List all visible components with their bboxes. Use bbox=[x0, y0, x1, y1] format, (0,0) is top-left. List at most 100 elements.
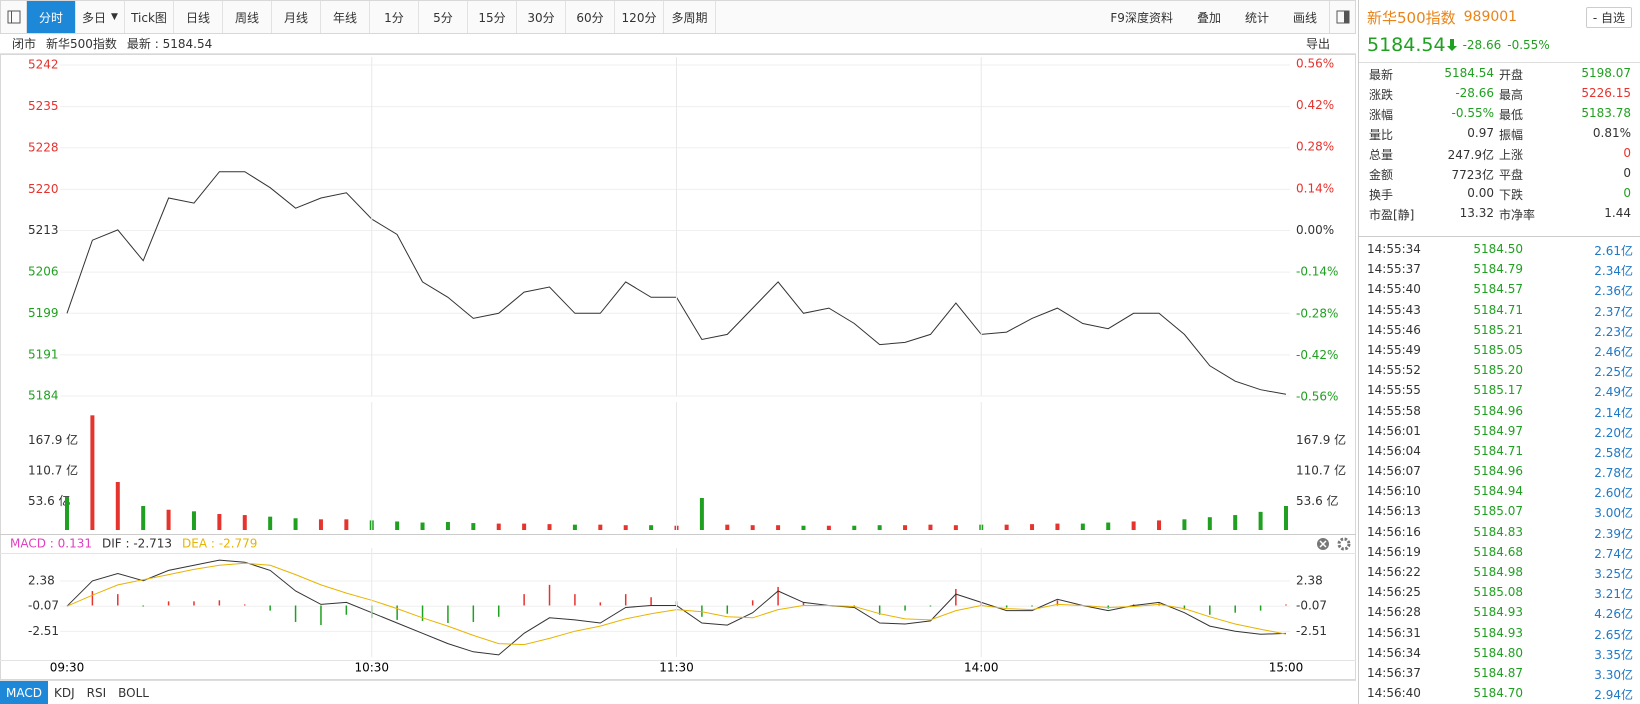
y2-tick-label: 110.7 亿 bbox=[1296, 462, 1346, 477]
volume-bar bbox=[115, 482, 120, 530]
trade-price: 5184.93 bbox=[1473, 605, 1523, 620]
trade-row: 14:55:52 5185.20 2.25亿 bbox=[1359, 360, 1640, 380]
volume-bar bbox=[318, 519, 323, 530]
quote-value: 5226.15 bbox=[1581, 86, 1631, 100]
trade-volume: 2.36亿 bbox=[1594, 284, 1633, 299]
watchlist-button[interactable]: - 自选 bbox=[1585, 6, 1632, 28]
quote-label: 换手 bbox=[1369, 188, 1394, 202]
period-tab[interactable]: 15分 bbox=[468, 1, 517, 33]
trade-volume: 2.65亿 bbox=[1594, 627, 1633, 642]
period-tab[interactable]: Tick图 bbox=[125, 1, 174, 33]
period-tab[interactable]: 分时 bbox=[27, 1, 76, 33]
quote-label: 下跌 bbox=[1499, 188, 1524, 202]
legend-entry: DEA : -2.779 bbox=[182, 537, 257, 551]
trade-time: 14:55:52 bbox=[1367, 363, 1421, 378]
tool-button[interactable]: 叠加 bbox=[1196, 10, 1221, 25]
trade-time: 14:56:13 bbox=[1367, 504, 1421, 519]
volume-bar bbox=[1131, 521, 1136, 530]
tool-button[interactable]: 画线 bbox=[1292, 10, 1317, 25]
indicator-tab[interactable]: RSI bbox=[86, 685, 107, 700]
legend-entry: DIF : -2.713 bbox=[102, 537, 172, 551]
volume-bar bbox=[852, 525, 857, 530]
quote-value: 247.9亿 bbox=[1447, 148, 1494, 162]
period-tab[interactable]: 周线 bbox=[223, 1, 272, 33]
trade-row: 14:55:58 5184.96 2.14亿 bbox=[1359, 401, 1640, 421]
trade-volume: 2.58亿 bbox=[1594, 445, 1633, 460]
volume-bar bbox=[801, 525, 806, 530]
quote-label: 市净率 bbox=[1499, 208, 1536, 222]
y2-tick-label: 0.00% bbox=[1296, 223, 1334, 237]
trade-volume: 3.35亿 bbox=[1594, 647, 1633, 662]
indicator-tabs: MACD KDJ RSI BOLL bbox=[0, 680, 1356, 704]
trade-price: 5185.07 bbox=[1473, 504, 1523, 519]
status: 闭市 bbox=[12, 37, 37, 51]
y2-tick-label: 0.56% bbox=[1296, 56, 1334, 70]
index-name: 新华500指数 bbox=[1367, 8, 1456, 27]
trade-list: 14:55:34 5184.50 2.61亿 14:55:37 5184.79 2.34亿… bbox=[1359, 236, 1640, 703]
settings-icon[interactable] bbox=[1337, 537, 1351, 551]
trade-price: 5184.71 bbox=[1473, 443, 1523, 458]
period-tab[interactable]: 60分 bbox=[566, 1, 615, 33]
volume-bar bbox=[1030, 524, 1035, 530]
quote-row: 涨跌 -28.66 最高 5226.15 bbox=[1359, 83, 1640, 103]
x-tick-label: 15:00 bbox=[1269, 661, 1304, 675]
volume-bar bbox=[395, 521, 400, 530]
period-tabs: 分时多日Tick图日线周线月线年线1分5分15分30分60分120分多周期 bbox=[27, 1, 716, 33]
y2-tick-label: -0.28% bbox=[1296, 306, 1338, 320]
quote-label: 总量 bbox=[1369, 148, 1394, 162]
period-tab[interactable]: 5分 bbox=[419, 1, 468, 33]
trade-row: 14:56:37 5184.87 3.30亿 bbox=[1359, 663, 1640, 683]
volume-bar bbox=[1106, 522, 1111, 530]
y2-tick-label: 0.14% bbox=[1296, 181, 1334, 195]
period-tab[interactable]: 月线 bbox=[272, 1, 321, 33]
trade-time: 14:55:40 bbox=[1367, 282, 1421, 297]
period-tab[interactable]: 1分 bbox=[370, 1, 419, 33]
trade-time: 14:56:04 bbox=[1367, 443, 1421, 458]
trade-price: 5184.98 bbox=[1473, 565, 1523, 579]
volume-bar bbox=[1080, 523, 1085, 530]
y-tick-label: 5242 bbox=[28, 58, 59, 72]
period-tab[interactable]: 120分 bbox=[615, 1, 664, 33]
y2-tick-label: 53.6 亿 bbox=[1296, 493, 1339, 508]
quote-value: 13.32 bbox=[1459, 206, 1494, 220]
panel-toggle[interactable] bbox=[1329, 1, 1355, 33]
volume-bar bbox=[776, 525, 781, 530]
indicator-tab[interactable]: BOLL bbox=[118, 685, 149, 700]
tool-button[interactable]: 统计 bbox=[1244, 10, 1269, 25]
trade-row: 14:56:28 5184.93 4.26亿 bbox=[1359, 602, 1640, 622]
layout-icon[interactable] bbox=[1, 1, 27, 33]
quote-table: 最新 5184.54 开盘 5198.07 涨跌 -28.66 最高 5226.15 涨幅 -0.… bbox=[1359, 62, 1640, 223]
indicator-tab[interactable]: MACD bbox=[0, 681, 48, 704]
export-button[interactable]: 导出 bbox=[1305, 37, 1330, 51]
volume-bar bbox=[1258, 511, 1263, 530]
trade-volume: 2.61亿 bbox=[1594, 244, 1633, 258]
tool-button[interactable]: F9深度资料 bbox=[1110, 10, 1173, 25]
trade-time: 14:56:37 bbox=[1367, 665, 1421, 680]
trade-row: 14:56:01 5184.97 2.20亿 bbox=[1359, 421, 1640, 441]
period-tab[interactable]: 年线 bbox=[321, 1, 370, 33]
y-tick-label: 5213 bbox=[28, 223, 59, 237]
trade-row: 14:56:19 5184.68 2.74亿 bbox=[1359, 542, 1640, 562]
x-tick-label: 14:00 bbox=[964, 661, 999, 675]
quote-row: 量比 0.97 振幅 0.81% bbox=[1359, 123, 1640, 143]
volume-bar bbox=[903, 525, 908, 530]
quote-label: 最高 bbox=[1499, 88, 1524, 102]
latest: 最新 : 5184.54 bbox=[126, 37, 213, 51]
indicator-tab[interactable]: KDJ bbox=[53, 685, 75, 700]
period-tab[interactable]: 30分 bbox=[517, 1, 566, 33]
period-tab[interactable]: 日线 bbox=[174, 1, 223, 33]
quote-value: 1.44 bbox=[1604, 206, 1631, 220]
y-tick-label: 167.9 亿 bbox=[28, 432, 78, 447]
trade-row: 14:56:16 5184.83 2.39亿 bbox=[1359, 522, 1640, 542]
period-tab[interactable]: 多日 bbox=[76, 1, 125, 33]
icon bbox=[1336, 10, 1349, 24]
y2-tick-label: -0.56% bbox=[1296, 390, 1338, 404]
change-pct: -0.55% bbox=[1507, 38, 1550, 52]
period-tab[interactable]: 多周期 bbox=[664, 1, 716, 33]
trade-row: 14:55:46 5185.21 2.23亿 bbox=[1359, 320, 1640, 340]
down-arrow bbox=[1446, 39, 1457, 51]
volume-bar bbox=[242, 515, 247, 530]
trade-time: 14:55:49 bbox=[1367, 342, 1421, 357]
quote-label: 最新 bbox=[1369, 68, 1394, 82]
change: -28.66 bbox=[1462, 38, 1502, 52]
